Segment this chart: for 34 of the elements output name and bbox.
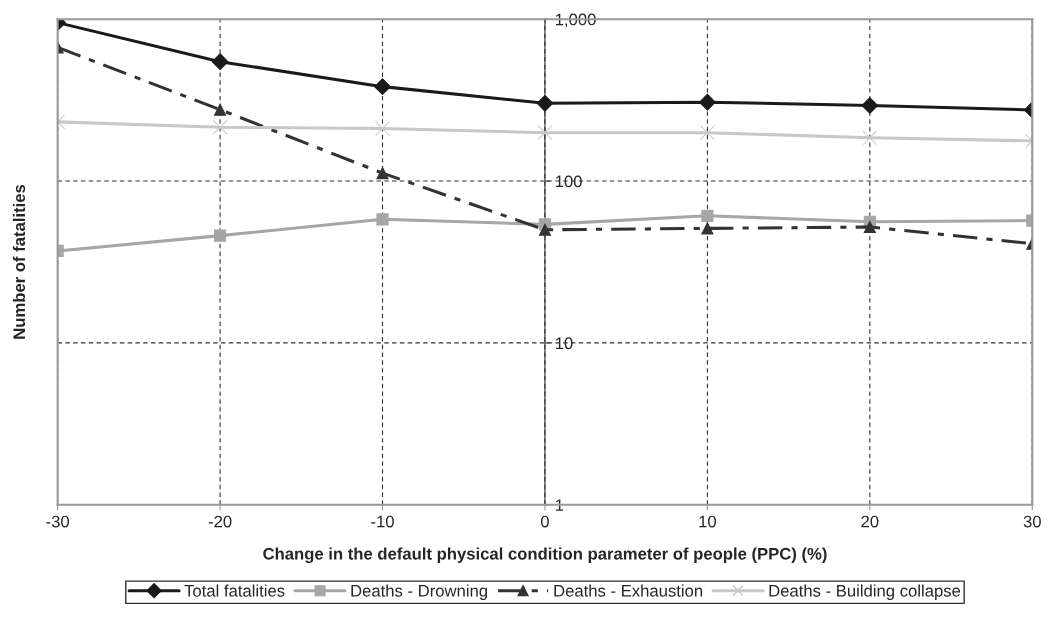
point	[214, 229, 227, 242]
x-tick-label: 20	[861, 515, 879, 528]
x-tick-label: 30	[1023, 515, 1041, 528]
point	[374, 78, 391, 96]
point	[701, 222, 714, 235]
y-axis-title: Number of fatalities	[12, 184, 26, 339]
y-tick-label: 10	[555, 337, 573, 350]
point	[212, 119, 228, 135]
x-tick-label: -10	[371, 515, 394, 528]
point	[863, 220, 876, 234]
point	[536, 94, 554, 112]
point	[699, 93, 716, 111]
legend-label: Deaths - Drowning	[351, 584, 487, 600]
x-axis-title: Change in the default physical condition parameter of people (PPC) (%)	[263, 547, 827, 564]
point	[701, 209, 714, 222]
x-tick-label: -30	[46, 515, 70, 528]
x-tick-label: -20	[208, 515, 232, 528]
x-tick-label: 0	[540, 515, 549, 528]
point	[538, 223, 552, 236]
legend-label: Total fatalities	[184, 584, 285, 597]
point	[862, 130, 878, 146]
y-tick-label: 100	[555, 175, 582, 188]
point	[861, 97, 879, 114]
point	[376, 213, 389, 226]
legend-label: Deaths - Exhaustion	[554, 584, 703, 597]
x-tick-label: 10	[699, 515, 717, 528]
point	[375, 121, 390, 137]
point	[211, 53, 229, 71]
point	[214, 103, 227, 116]
point	[537, 125, 553, 141]
y-tick-label: 1	[555, 499, 564, 511]
point	[376, 167, 389, 180]
legend-label: Deaths - Building collapse	[769, 584, 961, 600]
point	[699, 125, 715, 141]
